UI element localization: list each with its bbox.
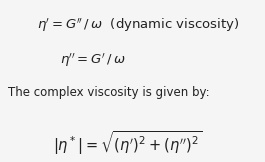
- Text: $\eta'' = G' \, / \, \omega$: $\eta'' = G' \, / \, \omega$: [60, 52, 126, 69]
- Text: $\eta' = G'' \, / \, \omega$  (dynamic viscosity): $\eta' = G'' \, / \, \omega$ (dynamic vi…: [37, 16, 239, 34]
- Text: The complex viscosity is given by:: The complex viscosity is given by:: [8, 86, 210, 99]
- Text: $|\eta^*| = \sqrt{(\eta ')^2 + (\eta '')^2}$: $|\eta^*| = \sqrt{(\eta ')^2 + (\eta '')…: [53, 130, 202, 157]
